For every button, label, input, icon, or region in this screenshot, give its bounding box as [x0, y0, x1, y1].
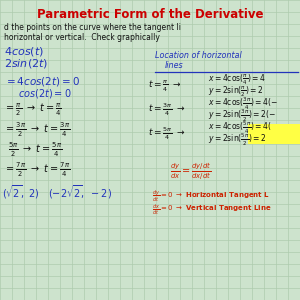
Text: $= \frac{7\pi}{2}\ \rightarrow\ t = \frac{7\pi}{4}$: $= \frac{7\pi}{2}\ \rightarrow\ t = \fra…: [4, 161, 70, 179]
Text: $2sin(2t)$: $2sin(2t)$: [4, 58, 48, 70]
Text: $y = 2\sin(\frac{5\pi}{2}) = 2$: $y = 2\sin(\frac{5\pi}{2}) = 2$: [208, 132, 267, 148]
Text: $(\sqrt{2},\ 2)\ \ \ (-2\sqrt{2},\ -2)$: $(\sqrt{2},\ 2)\ \ \ (-2\sqrt{2},\ -2)$: [2, 183, 112, 201]
Text: $= 4cos(2t) = 0$: $= 4cos(2t) = 0$: [4, 76, 80, 88]
Text: $t=\frac{5\pi}{4}\ \rightarrow$: $t=\frac{5\pi}{4}\ \rightarrow$: [148, 126, 185, 142]
Text: $\frac{dy}{dt} = 0\ \rightarrow$ Horizontal Tangent L: $\frac{dy}{dt} = 0\ \rightarrow$ Horizon…: [152, 188, 270, 204]
Text: Location of horizontal: Location of horizontal: [155, 50, 242, 59]
Text: $4cos(t)$: $4cos(t)$: [4, 46, 44, 59]
Text: $\frac{dx}{dt} = 0\ \rightarrow$ Vertical Tangent Line: $\frac{dx}{dt} = 0\ \rightarrow$ Vertica…: [152, 202, 272, 217]
Text: $= \frac{3\pi}{2}\ \rightarrow\ t = \frac{3\pi}{4}$: $= \frac{3\pi}{2}\ \rightarrow\ t = \fra…: [4, 121, 70, 139]
Text: $x = 4\cos(\frac{3\pi}{4}) = 4(-$: $x = 4\cos(\frac{3\pi}{4}) = 4(-$: [208, 96, 278, 112]
Text: $cos(2t) = 0$: $cos(2t) = 0$: [18, 88, 71, 100]
Text: $t=\frac{\pi}{4}\ \rightarrow$: $t=\frac{\pi}{4}\ \rightarrow$: [148, 78, 182, 94]
Text: $t=\frac{3\pi}{4}\ \rightarrow$: $t=\frac{3\pi}{4}\ \rightarrow$: [148, 102, 185, 118]
Text: $\frac{5\pi}{2}\ \rightarrow\ t = \frac{5\pi}{4}$: $\frac{5\pi}{2}\ \rightarrow\ t = \frac{…: [8, 141, 62, 159]
Text: $\frac{dy}{dx} = \frac{dy/dt}{dx/dt}$: $\frac{dy}{dx} = \frac{dy/dt}{dx/dt}$: [170, 161, 212, 182]
Text: $x = 4\cos(\frac{5\pi}{4}) = 4($: $x = 4\cos(\frac{5\pi}{4}) = 4($: [208, 120, 272, 136]
Text: lines: lines: [165, 61, 184, 70]
Bar: [248, 124, 300, 144]
Text: horizontal or vertical.  Check graphically: horizontal or vertical. Check graphicall…: [4, 34, 160, 43]
Text: $y = 2\sin(\frac{3\pi}{2}) = 2(-$: $y = 2\sin(\frac{3\pi}{2}) = 2(-$: [208, 108, 276, 124]
Text: $x = 4\cos(\frac{\pi}{4}) = 4$: $x = 4\cos(\frac{\pi}{4}) = 4$: [208, 73, 266, 87]
Text: Parametric Form of the Derivative: Parametric Form of the Derivative: [37, 8, 263, 20]
Text: $y = 2\sin(\frac{\pi}{2}) = 2$: $y = 2\sin(\frac{\pi}{2}) = 2$: [208, 85, 263, 99]
Text: $= \frac{\pi}{2}\ \rightarrow\ t = \frac{\pi}{4}$: $= \frac{\pi}{2}\ \rightarrow\ t = \frac…: [4, 102, 62, 118]
Text: d the points on the curve where the tangent li: d the points on the curve where the tang…: [4, 23, 182, 32]
